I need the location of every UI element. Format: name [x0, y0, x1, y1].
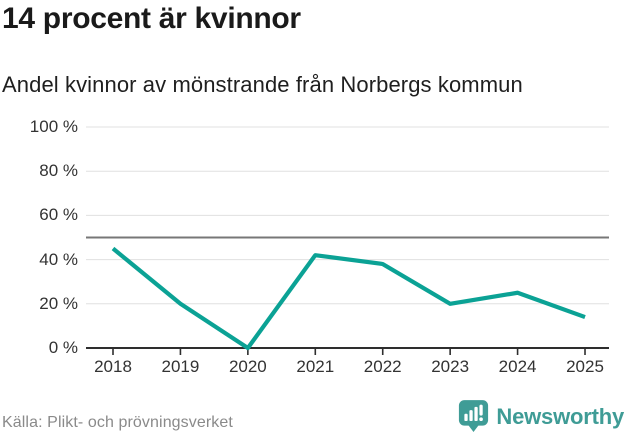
y-axis-tick-label: 80 %: [39, 161, 78, 181]
y-axis: 0 % 20 % 40 % 60 % 80 % 100 %: [0, 117, 78, 357]
y-axis-tick-label: 40 %: [39, 249, 78, 269]
source-note: Källa: Plikt- och prövningsverket: [2, 414, 233, 431]
x-axis-tick-label: 2018: [94, 357, 132, 376]
x-axis-tick-label: 2019: [161, 357, 200, 376]
data-line: [111, 246, 586, 351]
y-axis-tick-label: 60 %: [39, 205, 78, 225]
x-axis-tick-label: 2024: [498, 357, 537, 376]
x-axis: 2018 2019 2020 2021 2022 2023 2024 2025: [86, 357, 609, 381]
chart-subtitle: Andel kvinnor av mönstrande från Norberg…: [2, 72, 523, 97]
x-axis-tick-label: 2021: [296, 357, 335, 376]
x-axis-tick-label: 2020: [228, 357, 267, 376]
newsworthy-logo-text: Newsworthy: [496, 403, 624, 429]
y-axis-tick-label: 0 %: [48, 338, 78, 357]
y-axis-tick-label: 20 %: [39, 293, 78, 313]
plot-area: [86, 126, 609, 355]
x-axis-tick-label: 2025: [566, 357, 604, 376]
x-axis-tick-label: 2023: [431, 357, 470, 376]
x-axis-tick-label: 2022: [363, 357, 402, 376]
chart-title: 14 procent är kvinnor: [2, 2, 301, 35]
newsworthy-logo: Newsworthy: [458, 399, 624, 434]
y-axis-tick-label: 100 %: [29, 117, 78, 136]
newsworthy-logo-icon: [459, 400, 489, 432]
